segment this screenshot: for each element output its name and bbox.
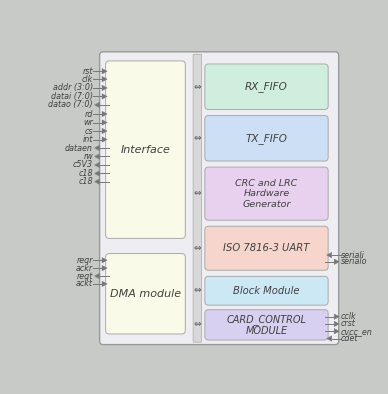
- FancyBboxPatch shape: [205, 276, 328, 305]
- Text: addr (3:0): addr (3:0): [53, 84, 93, 93]
- Polygon shape: [102, 266, 107, 271]
- Text: cs: cs: [85, 126, 93, 136]
- Polygon shape: [95, 154, 100, 159]
- Polygon shape: [95, 145, 100, 151]
- Text: datao (7:0): datao (7:0): [48, 100, 93, 110]
- Polygon shape: [102, 120, 107, 125]
- Text: Block Module: Block Module: [233, 286, 300, 296]
- Text: ISO 7816-3 UART: ISO 7816-3 UART: [223, 243, 310, 253]
- Text: cdet: cdet: [341, 334, 358, 343]
- Text: CRC and LRC
Hardware
Generator: CRC and LRC Hardware Generator: [236, 179, 298, 208]
- FancyBboxPatch shape: [106, 254, 185, 334]
- Text: c18: c18: [78, 177, 93, 186]
- Text: CARD_CONTROL
MODULE: CARD_CONTROL MODULE: [227, 314, 307, 336]
- Polygon shape: [334, 321, 339, 327]
- Text: serialo: serialo: [341, 257, 367, 266]
- Text: ⇔: ⇔: [194, 320, 201, 329]
- Polygon shape: [102, 128, 107, 134]
- Text: ⇔: ⇔: [194, 189, 201, 198]
- Text: ⇔: ⇔: [194, 83, 201, 92]
- Polygon shape: [95, 273, 100, 279]
- Text: datai (7:0): datai (7:0): [51, 92, 93, 101]
- Text: ⇔: ⇔: [194, 134, 201, 143]
- Polygon shape: [95, 102, 100, 108]
- Polygon shape: [334, 259, 339, 264]
- Text: seriali: seriali: [341, 251, 365, 260]
- Text: cclk: cclk: [341, 312, 357, 321]
- Polygon shape: [102, 258, 107, 263]
- Text: rst: rst: [83, 67, 93, 76]
- Text: TX_FIFO: TX_FIFO: [246, 133, 288, 144]
- Text: rw: rw: [83, 152, 93, 161]
- Text: int: int: [83, 135, 93, 144]
- FancyBboxPatch shape: [205, 115, 328, 161]
- FancyBboxPatch shape: [193, 54, 201, 342]
- Text: clk: clk: [82, 74, 93, 84]
- Text: wr: wr: [83, 118, 93, 127]
- FancyBboxPatch shape: [205, 310, 328, 340]
- Polygon shape: [102, 69, 107, 74]
- Text: Interface: Interface: [121, 145, 170, 155]
- Polygon shape: [95, 162, 100, 168]
- Polygon shape: [327, 253, 332, 258]
- Polygon shape: [334, 329, 339, 334]
- Text: ackt: ackt: [76, 279, 93, 288]
- FancyBboxPatch shape: [205, 226, 328, 270]
- Text: cvcc_en: cvcc_en: [341, 327, 372, 336]
- Text: RX_FIFO: RX_FIFO: [245, 81, 288, 92]
- Text: c5V3: c5V3: [73, 160, 93, 169]
- Text: reqr: reqr: [76, 256, 93, 265]
- Text: crst: crst: [341, 320, 356, 329]
- Text: DMA module: DMA module: [110, 289, 181, 299]
- Polygon shape: [102, 137, 107, 142]
- Polygon shape: [102, 85, 107, 91]
- FancyBboxPatch shape: [205, 167, 328, 220]
- Text: ⇔: ⇔: [194, 286, 201, 296]
- Polygon shape: [95, 179, 100, 184]
- Text: reqt: reqt: [76, 271, 93, 281]
- Text: ackr: ackr: [76, 264, 93, 273]
- Text: dataen: dataen: [65, 143, 93, 152]
- Text: c18: c18: [78, 169, 93, 178]
- Text: ⇔: ⇔: [194, 244, 201, 253]
- Polygon shape: [102, 281, 107, 287]
- Polygon shape: [327, 336, 332, 341]
- Text: rd: rd: [85, 110, 93, 119]
- Polygon shape: [95, 171, 100, 176]
- Polygon shape: [102, 94, 107, 99]
- Polygon shape: [102, 76, 107, 82]
- FancyBboxPatch shape: [106, 61, 185, 238]
- Polygon shape: [102, 111, 107, 117]
- FancyBboxPatch shape: [100, 52, 339, 345]
- Polygon shape: [334, 314, 339, 320]
- FancyBboxPatch shape: [205, 64, 328, 110]
